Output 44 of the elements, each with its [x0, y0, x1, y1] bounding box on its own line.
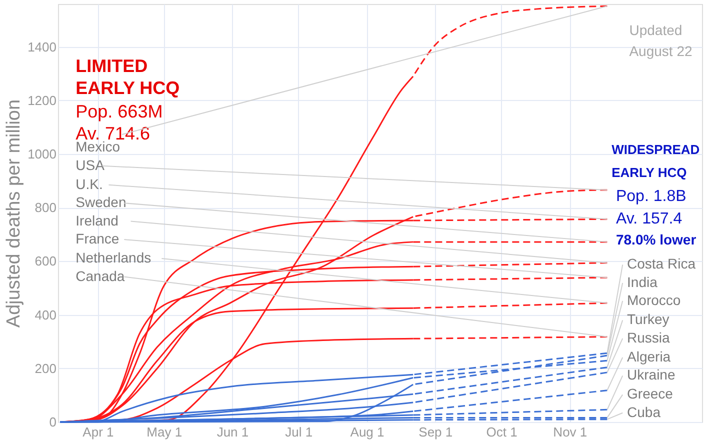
y-tick-label: 800 — [34, 200, 56, 216]
x-tick-label: Aug 1 — [350, 424, 384, 440]
annotation: Pop. 663M — [76, 101, 163, 122]
annotation: India — [627, 274, 658, 290]
annotation: Greece — [627, 386, 674, 402]
annotation: August 22 — [629, 42, 692, 59]
x-tick-label: Oct 1 — [486, 424, 518, 440]
y-axis-title: Adjusted deaths per million — [4, 99, 25, 328]
annotation: Ireland — [76, 212, 118, 228]
annotation: Costa Rica — [627, 256, 696, 272]
x-tick-label: Nov 1 — [553, 424, 588, 440]
x-tick-label: Sep 1 — [418, 424, 453, 440]
annotation: Sweden — [76, 194, 126, 210]
x-tick-label: Apr 1 — [82, 424, 114, 440]
annotation: Turkey — [627, 311, 670, 328]
annotation: EARLY HCQ — [76, 78, 180, 98]
annotation: 78.0% lower — [616, 232, 697, 248]
y-tick-label: 400 — [34, 307, 56, 322]
annotation: Updated — [629, 22, 682, 38]
annotation: Morocco — [627, 292, 681, 308]
annotation: U.K. — [76, 176, 103, 192]
annotation: France — [76, 230, 120, 247]
annotation: Canada — [76, 268, 125, 284]
annotation: Netherlands — [76, 250, 152, 266]
annotation: EARLY HCQ — [612, 164, 687, 180]
y-tick-label: 1000 — [28, 146, 56, 162]
annotation: Av. 157.4 — [616, 210, 682, 228]
annotation: Cuba — [627, 404, 661, 420]
y-tick-label: 200 — [34, 360, 56, 376]
annotation: Pop. 1.8B — [616, 188, 686, 206]
annotation: USA — [76, 156, 106, 173]
annotation: Algeria — [627, 348, 671, 364]
x-tick-label: May 1 — [146, 424, 182, 440]
y-tick-label: 0 — [49, 414, 56, 430]
annotation: WIDESPREAD — [612, 142, 700, 157]
y-tick-label: 600 — [34, 254, 56, 269]
annotation: Russia — [627, 329, 670, 346]
annotation: LIMITED — [76, 56, 148, 76]
y-tick-label: 1400 — [28, 39, 56, 54]
x-tick-label: Jun 1 — [216, 424, 249, 440]
x-tick-label: Jul 1 — [285, 424, 313, 440]
annotation: Ukraine — [627, 366, 676, 383]
annotation: Mexico — [76, 138, 120, 155]
y-tick-label: 1200 — [28, 92, 56, 108]
